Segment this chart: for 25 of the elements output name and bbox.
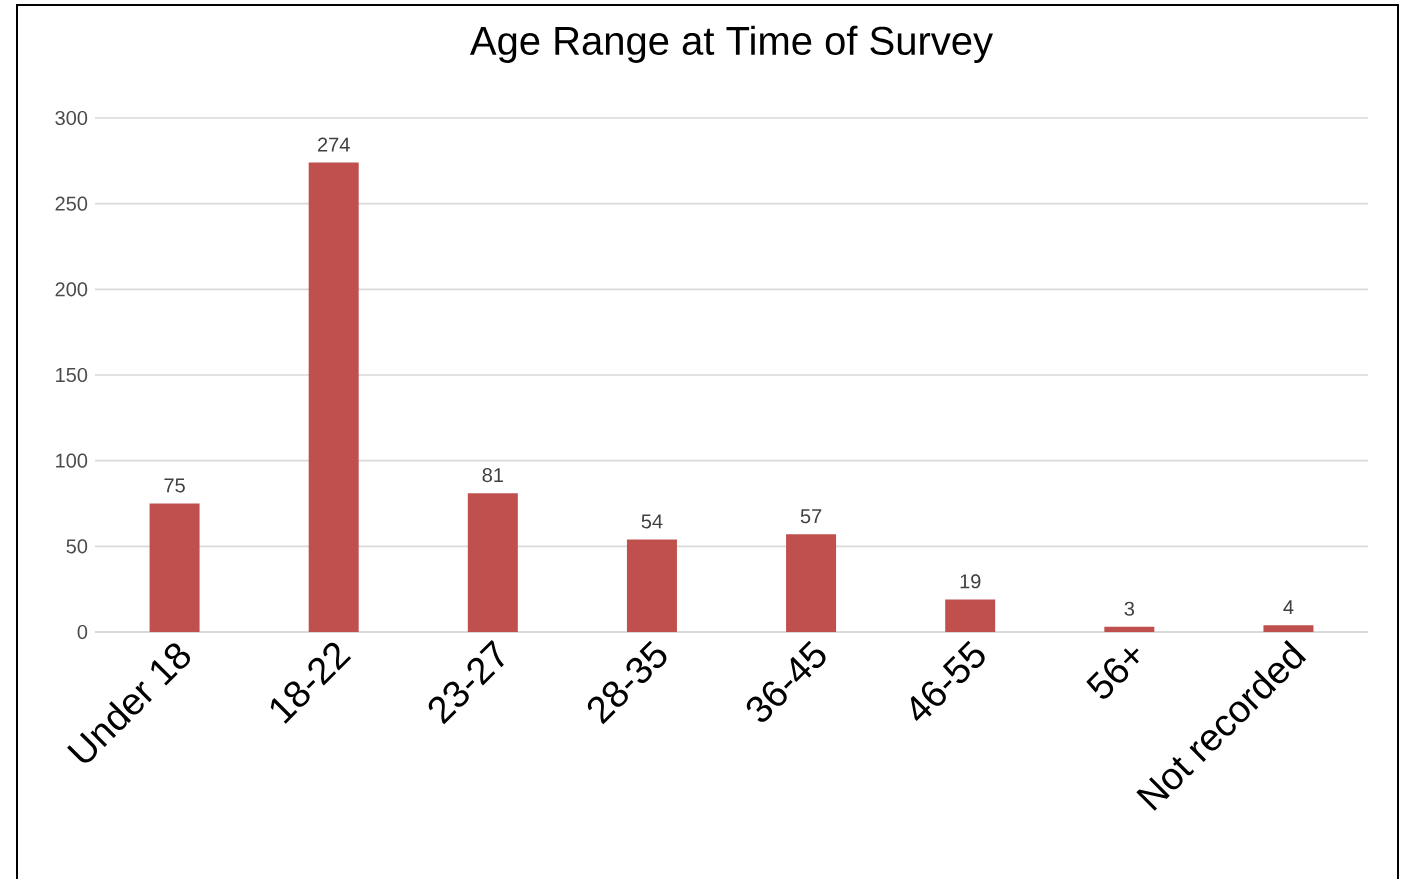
- bar: [149, 503, 200, 632]
- y-tick-label: 150: [56, 367, 88, 383]
- y-tick-label: 100: [56, 453, 88, 468]
- bar: [626, 539, 677, 632]
- data-label: 54: [641, 514, 663, 529]
- bar: [1104, 626, 1155, 632]
- y-tick-label: 50: [66, 539, 88, 554]
- y-tick-label: 0: [77, 624, 88, 640]
- data-label: 3: [1124, 601, 1135, 616]
- data-label: 4: [1283, 600, 1294, 615]
- data-label: 81: [482, 468, 503, 483]
- x-tick-label: 56+: [1086, 648, 1139, 699]
- data-label: 274: [318, 137, 350, 152]
- bar: [786, 534, 837, 632]
- data-label: 57: [800, 509, 822, 524]
- bar: [1263, 625, 1314, 632]
- y-tick-label: 300: [55, 110, 88, 126]
- bar: [308, 162, 359, 632]
- bar: [467, 493, 518, 632]
- chart-title: Age Range at Time of Survey: [469, 25, 993, 63]
- data-label: 75: [164, 478, 185, 493]
- data-label: 19: [960, 574, 981, 589]
- bar: [945, 599, 996, 632]
- y-tick-label: 250: [55, 196, 88, 211]
- y-tick-label: 200: [55, 282, 88, 297]
